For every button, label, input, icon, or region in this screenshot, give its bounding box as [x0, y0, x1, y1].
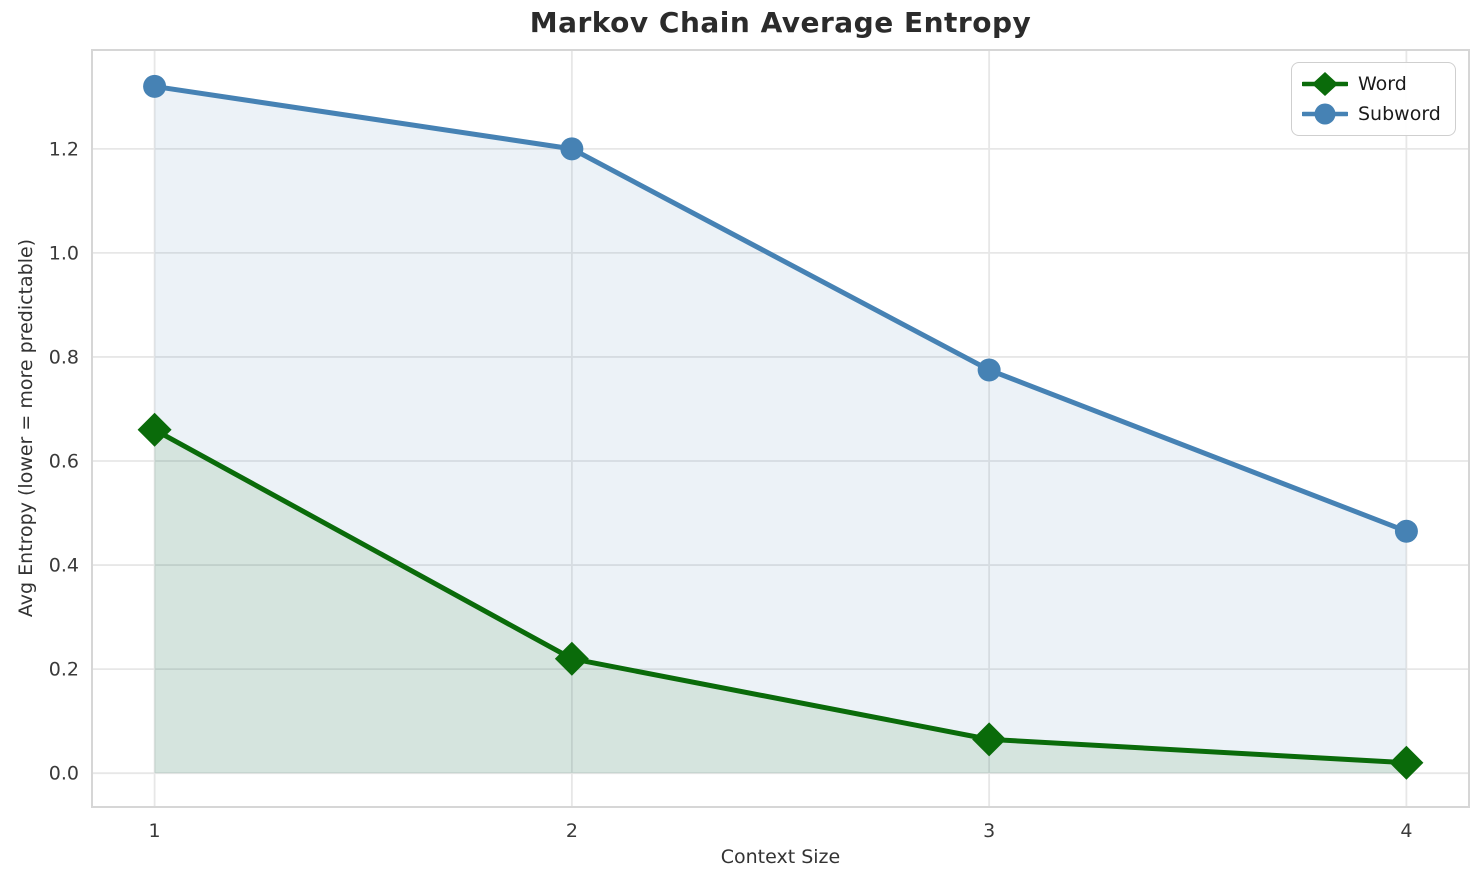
- legend-label-subword: Subword: [1358, 103, 1441, 125]
- data-point-word-1: [137, 412, 172, 447]
- legend-diamond: [1312, 72, 1338, 96]
- x-axis-label: Context Size: [720, 846, 841, 868]
- legend: Word Subword: [1291, 62, 1456, 136]
- y-tick-label: 1.0: [49, 242, 79, 264]
- data-point-word-4: [1389, 745, 1424, 780]
- y-tick-label: 0.6: [49, 451, 79, 473]
- y-tick-label: 0.2: [49, 659, 79, 681]
- subword-series-marker-icon: [1302, 103, 1348, 125]
- x-tick-label: 1: [149, 820, 161, 842]
- x-tick-label: 3: [983, 820, 995, 842]
- y-tick-label: 1.2: [49, 138, 79, 160]
- data-point-subword-3: [977, 358, 1001, 382]
- y-tick-label: 0.4: [49, 555, 79, 577]
- legend-label-word: Word: [1358, 73, 1407, 95]
- legend-circle: [1314, 103, 1336, 125]
- series-line-subword: [152, 83, 1409, 534]
- y-tick-label: 0.8: [49, 346, 79, 368]
- word-series-marker-icon: [1302, 72, 1348, 96]
- data-point-word-2: [554, 641, 589, 676]
- legend-item-subword: Subword: [1302, 101, 1441, 127]
- data-point-word-3: [972, 722, 1007, 757]
- data-point-subword-4: [1394, 519, 1418, 543]
- data-point-subword-1: [143, 74, 167, 98]
- y-axis-label: Avg Entropy (lower = more predictable): [15, 238, 37, 618]
- y-tick-label: 0.0: [49, 763, 79, 785]
- data-point-subword-2: [560, 137, 584, 161]
- x-tick-label: 2: [566, 820, 578, 842]
- chart-title: Markov Chain Average Entropy: [529, 6, 1032, 39]
- axes-frame: [91, 49, 1470, 808]
- series-fill-word: [154, 429, 1407, 774]
- legend-item-word: Word: [1302, 71, 1441, 97]
- x-tick-label: 4: [1400, 820, 1412, 842]
- series-line-word: [152, 427, 1409, 766]
